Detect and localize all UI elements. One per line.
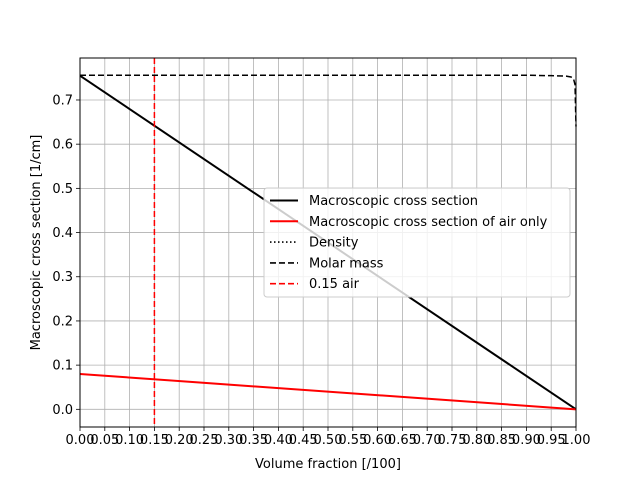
x-tick-label: 0.90 xyxy=(512,433,541,448)
legend-label: Macroscopic cross section xyxy=(309,194,478,209)
x-tick-label: 0.70 xyxy=(413,433,442,448)
x-tick-label: 0.75 xyxy=(438,433,467,448)
x-tick-label: 0.95 xyxy=(537,433,566,448)
x-tick-label: 0.55 xyxy=(338,433,367,448)
x-tick-label: 0.30 xyxy=(214,433,243,448)
y-axis-label: Macroscopic cross section [1/cm] xyxy=(29,135,44,351)
legend: Macroscopic cross section Macroscopic cro… xyxy=(263,187,571,298)
y-tick-label: 0.7 xyxy=(52,93,73,108)
x-tick-label: 1.00 xyxy=(562,433,591,448)
y-tick-label: 0.4 xyxy=(52,226,73,241)
y-tick-label: 0.1 xyxy=(52,359,73,374)
legend-box xyxy=(263,187,571,298)
x-tick-label: 0.20 xyxy=(165,433,194,448)
series-line-3 xyxy=(80,74,577,127)
x-tick-label: 0.10 xyxy=(115,433,144,448)
x-tick-label: 0.00 xyxy=(66,433,95,448)
x-tick-label: 0.80 xyxy=(462,433,491,448)
x-tick-label: 0.50 xyxy=(314,433,343,448)
y-tick-label: 0.5 xyxy=(52,182,73,197)
x-axis-label: Volume fraction [/100] xyxy=(255,457,401,472)
legend-label: Macroscopic cross section of air only xyxy=(309,215,548,230)
x-tick-label: 0.85 xyxy=(487,433,516,448)
y-tick-label: 0.0 xyxy=(52,403,73,418)
legend-label: Density xyxy=(309,236,359,251)
series-line-1 xyxy=(79,372,577,411)
x-tick-label: 0.65 xyxy=(388,433,417,448)
y-tick-label: 0.2 xyxy=(52,314,73,329)
x-tick-label: 0.35 xyxy=(239,433,268,448)
x-tick-label: 0.40 xyxy=(264,433,293,448)
x-tick-label: 0.25 xyxy=(190,433,219,448)
y-tick-label: 0.3 xyxy=(52,270,73,285)
legend-label: 0.15 air xyxy=(309,277,360,292)
x-tick-label: 0.15 xyxy=(140,433,169,448)
ticks: 0.000.050.100.150.200.250.300.350.400.45… xyxy=(52,93,590,448)
x-tick-label: 0.60 xyxy=(363,433,392,448)
legend-label: Molar mass xyxy=(309,256,384,271)
y-tick-label: 0.6 xyxy=(52,138,73,153)
x-tick-label: 0.45 xyxy=(289,433,318,448)
x-tick-label: 0.05 xyxy=(90,433,119,448)
